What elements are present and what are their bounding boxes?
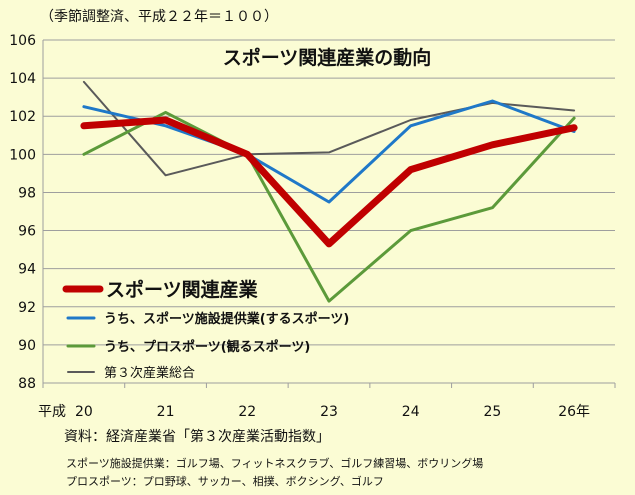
legend-label: うち、スポーツ施設提供業(するスポーツ) bbox=[104, 311, 349, 327]
x-tick-label: 26年 bbox=[558, 404, 590, 420]
legend-label: 第３次産業総合 bbox=[104, 365, 195, 381]
y-tick-label: 96 bbox=[18, 224, 36, 240]
source-note: 資料：経済産業省「第３次産業活動指数」 bbox=[64, 429, 330, 445]
series-line bbox=[82, 110, 576, 303]
definition-facility: スポーツ施設提供業：ゴルフ場、フィットネスクラブ、ゴルフ練習場、ボウリング場 bbox=[66, 457, 484, 470]
x-tick-label: 24 bbox=[402, 404, 420, 420]
y-tick-label: 98 bbox=[18, 185, 36, 201]
x-era-label: 平成 bbox=[38, 404, 66, 420]
legend-label: うち、プロスポーツ(観るスポーツ) bbox=[104, 339, 310, 355]
index-note: （季節調整済、平成２２年＝１００） bbox=[40, 9, 278, 25]
x-tick-label: 21 bbox=[157, 404, 175, 420]
y-tick-label: 88 bbox=[18, 376, 36, 392]
y-tick-label: 100 bbox=[9, 147, 36, 163]
legend-label: スポーツ関連産業 bbox=[106, 278, 259, 301]
y-tick-label: 106 bbox=[9, 33, 36, 49]
x-tick-label: 22 bbox=[238, 404, 256, 420]
chart-title: スポーツ関連産業の動向 bbox=[223, 46, 432, 69]
series-line bbox=[82, 80, 576, 177]
x-tick-label: 25 bbox=[484, 404, 502, 420]
y-tick-label: 92 bbox=[18, 300, 36, 316]
series-line bbox=[82, 99, 576, 204]
y-tick-label: 102 bbox=[9, 109, 36, 125]
line-chart: 88 90 92 94 96 98 100 102 104 106 平成 20 21 22 23 24 25 26… bbox=[9, 33, 616, 420]
series-line bbox=[80, 116, 578, 248]
y-tick-label: 90 bbox=[18, 338, 36, 354]
x-tick-label: 20 bbox=[75, 404, 93, 420]
x-tick-label: 23 bbox=[320, 404, 338, 420]
y-tick-label: 104 bbox=[9, 71, 36, 87]
y-tick-label: 94 bbox=[18, 262, 36, 278]
definition-pro: プロスポーツ：プロ野球、サッカー、相撲、ボクシング、ゴルフ bbox=[66, 475, 384, 488]
